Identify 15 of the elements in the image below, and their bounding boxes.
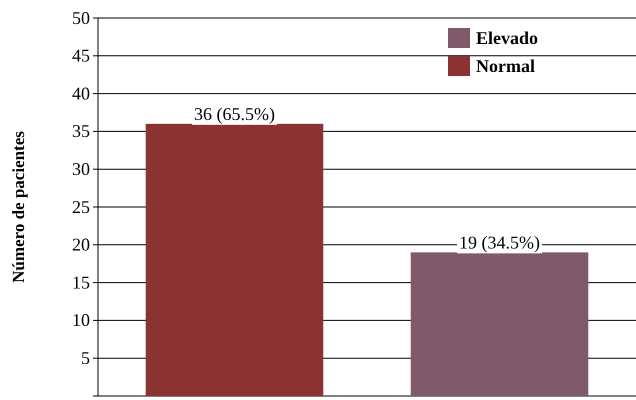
y-tick-label: 10 [72, 310, 90, 330]
legend-label: Normal [476, 56, 535, 76]
y-tick-label: 25 [72, 196, 90, 217]
y-tick-label: 35 [72, 121, 90, 142]
y-tick-label: 30 [72, 158, 90, 179]
data-label: 19 (34.5%) [459, 232, 540, 252]
y-tick-label: 40 [72, 83, 90, 104]
y-axis-title: Número de pacientes [9, 130, 28, 283]
y-tick-label: 50 [72, 8, 90, 28]
y-tick-label: 15 [72, 272, 90, 292]
y-tick-label: 5 [81, 348, 90, 368]
legend-label: Elevado [476, 28, 538, 48]
y-tick-label: 20 [72, 234, 90, 255]
y-tick-label: 45 [72, 46, 90, 66]
data-label: 36 (65.5%) [194, 104, 275, 124]
